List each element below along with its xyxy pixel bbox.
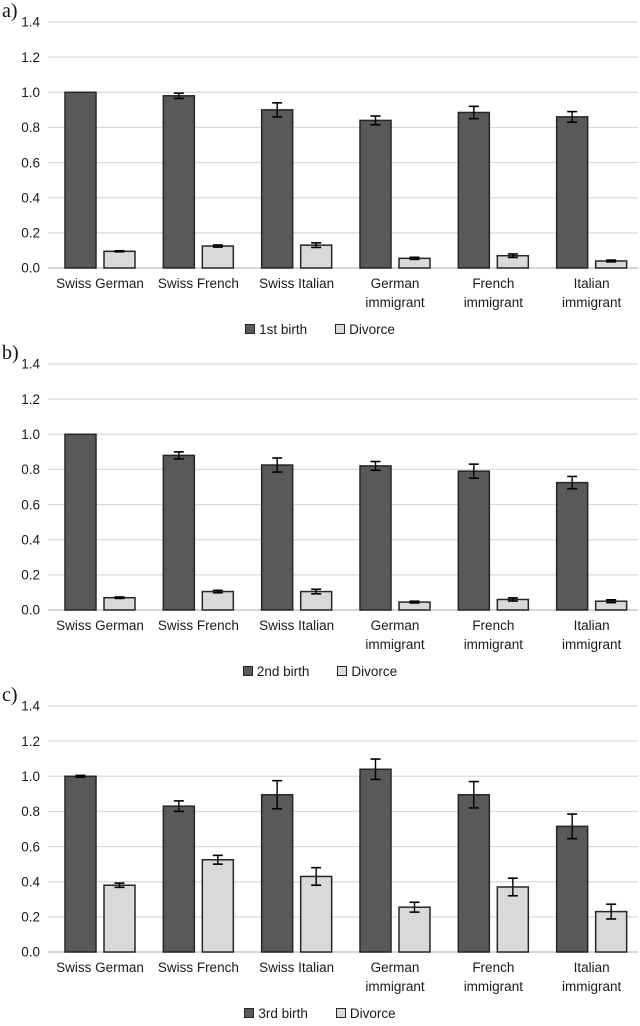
svg-text:0.2: 0.2: [21, 910, 40, 925]
svg-text:Italian: Italian: [574, 618, 610, 633]
bar-chart-1st-birth: 0.0 0.2 0.4 0.6 0.8 1.0 1.2 1.4 Swiss German Swis…: [21, 15, 638, 310]
svg-text:Swiss German: Swiss German: [56, 960, 144, 975]
svg-text:immigrant: immigrant: [562, 979, 622, 994]
legend-swatch-2nd-birth-icon: [242, 666, 253, 676]
svg-text:0.4: 0.4: [21, 532, 40, 547]
svg-text:Swiss Italian: Swiss Italian: [259, 276, 334, 291]
legend-c: 3rd birth Divorce: [0, 1004, 640, 1022]
chart-panel-c: c) 0.0 0.2 0.4 0.6 0.8 1.0 1.2 1.4 Swiss German S…: [0, 684, 640, 1026]
svg-text:German: German: [371, 960, 420, 975]
legend-a: 1st birth Divorce: [0, 320, 640, 338]
svg-text:French: French: [472, 618, 514, 633]
panel-label-a: a): [2, 0, 18, 22]
svg-text:0.8: 0.8: [21, 462, 40, 477]
svg-text:1.0: 1.0: [21, 85, 40, 100]
legend-swatch-1st-birth-icon: [245, 324, 256, 334]
legend-b: 2nd birth Divorce: [0, 662, 640, 680]
svg-text:Swiss French: Swiss French: [158, 960, 239, 975]
legend-label-1st-birth: 1st birth: [259, 321, 308, 337]
chart-panel-a: a) 0.0 0.2 0.4 0.6 0.8 1.0 1.2 1.4 Swiss German S…: [0, 0, 640, 342]
svg-text:Italian: Italian: [574, 276, 610, 291]
svg-text:0.4: 0.4: [21, 874, 40, 889]
svg-text:0.6: 0.6: [21, 839, 40, 854]
svg-text:1.2: 1.2: [21, 734, 40, 749]
svg-text:0.0: 0.0: [21, 261, 40, 276]
svg-text:0.8: 0.8: [21, 804, 40, 819]
legend-label-divorce-b: Divorce: [351, 663, 398, 679]
legend-label-3rd-birth: 3rd birth: [258, 1005, 308, 1021]
svg-text:0.6: 0.6: [21, 155, 40, 170]
svg-text:immigrant: immigrant: [562, 637, 622, 652]
svg-text:immigrant: immigrant: [562, 295, 622, 310]
svg-text:0.4: 0.4: [21, 190, 40, 205]
svg-text:Italian: Italian: [574, 960, 610, 975]
svg-text:French: French: [472, 960, 514, 975]
svg-text:Swiss French: Swiss French: [158, 618, 239, 633]
svg-text:Swiss French: Swiss French: [158, 276, 239, 291]
svg-text:0.8: 0.8: [21, 120, 40, 135]
svg-text:1.4: 1.4: [21, 699, 40, 714]
svg-text:immigrant: immigrant: [365, 295, 425, 310]
legend-item-1st-birth: 1st birth: [245, 322, 307, 337]
svg-text:0.2: 0.2: [21, 568, 40, 583]
svg-text:Swiss Italian: Swiss Italian: [259, 618, 334, 633]
svg-text:1.4: 1.4: [21, 357, 40, 372]
svg-text:immigrant: immigrant: [464, 295, 524, 310]
svg-text:immigrant: immigrant: [464, 637, 524, 652]
legend-label-2nd-birth: 2nd birth: [256, 663, 310, 679]
panel-label-c: c): [2, 684, 18, 706]
svg-text:German: German: [371, 276, 420, 291]
svg-text:1.2: 1.2: [21, 50, 40, 65]
legend-item-divorce-a: Divorce: [335, 322, 395, 337]
svg-text:0.2: 0.2: [21, 226, 40, 241]
svg-text:German: German: [371, 618, 420, 633]
panel-label-b: b): [2, 342, 19, 364]
svg-text:0.0: 0.0: [21, 945, 40, 960]
svg-text:1.0: 1.0: [21, 769, 40, 784]
legend-swatch-3rd-birth-icon: [244, 1008, 255, 1018]
svg-text:1.0: 1.0: [21, 427, 40, 442]
legend-swatch-divorce-a-icon: [335, 324, 346, 334]
svg-text:immigrant: immigrant: [464, 979, 524, 994]
svg-text:0.0: 0.0: [21, 603, 40, 618]
svg-text:1.4: 1.4: [21, 15, 40, 30]
legend-label-divorce-a: Divorce: [349, 321, 395, 337]
svg-text:immigrant: immigrant: [365, 637, 425, 652]
legend-swatch-divorce-b-icon: [337, 666, 348, 676]
legend-label-divorce-c: Divorce: [349, 1005, 396, 1021]
legend-item-divorce-b: Divorce: [337, 664, 397, 679]
svg-text:Swiss Italian: Swiss Italian: [259, 960, 334, 975]
legend-item-divorce-c: Divorce: [335, 1005, 396, 1021]
bar-chart-2nd-birth: 0.0 0.2 0.4 0.6 0.8 1.0 1.2 1.4 Swiss German Swis…: [21, 357, 638, 652]
chart-panel-b: b) 0.0 0.2 0.4 0.6 0.8 1.0 1.2 1.4 Swiss German S…: [0, 342, 640, 684]
svg-text:Swiss German: Swiss German: [56, 618, 144, 633]
bar-chart-3rd-birth: 0.0 0.2 0.4 0.6 0.8 1.0 1.2 1.4 Swiss German Swis…: [21, 699, 638, 994]
svg-text:French: French: [472, 276, 514, 291]
svg-text:Swiss German: Swiss German: [56, 276, 144, 291]
svg-text:0.6: 0.6: [21, 497, 40, 512]
svg-text:1.2: 1.2: [21, 392, 40, 407]
legend-item-2nd-birth: 2nd birth: [242, 663, 310, 679]
svg-text:immigrant: immigrant: [365, 979, 425, 994]
legend-swatch-divorce-c-icon: [335, 1008, 346, 1018]
legend-item-3rd-birth: 3rd birth: [244, 1006, 308, 1021]
